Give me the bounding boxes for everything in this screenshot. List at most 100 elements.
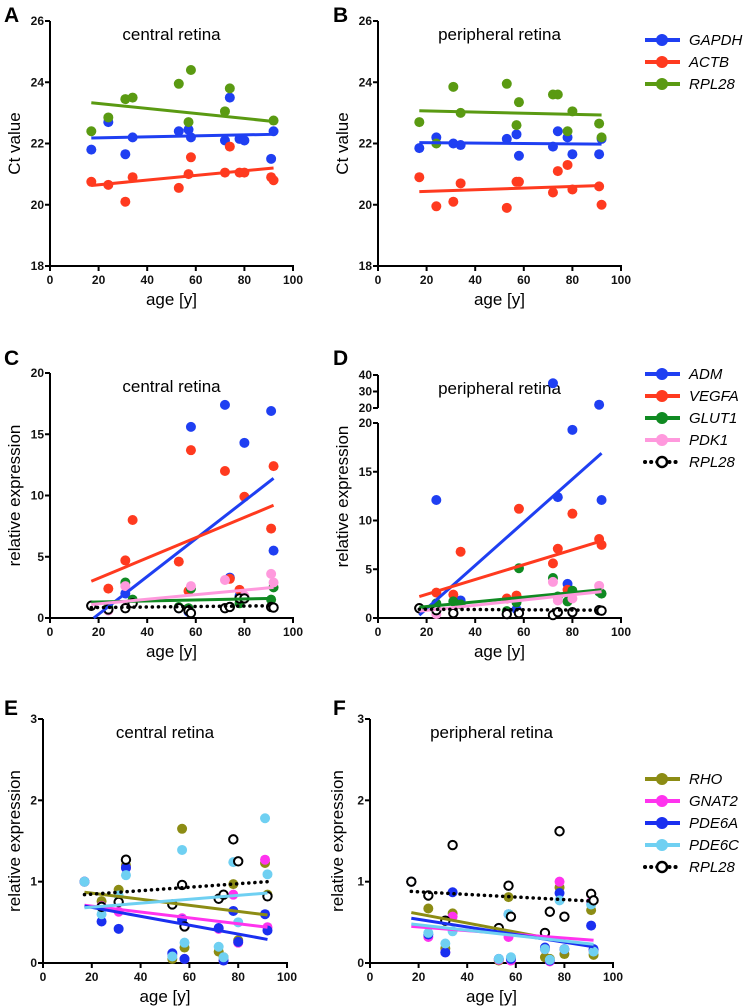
y-tick-label: 24 <box>31 75 45 89</box>
data-point-pdk1 <box>120 581 131 592</box>
y-tick-label: 0 <box>37 611 44 625</box>
fit-line-rpl28 <box>82 879 270 897</box>
legend-item-rpl28: RPL28 <box>643 454 736 471</box>
data-point-actb <box>513 176 524 187</box>
series-actb <box>86 141 279 207</box>
data-point-rho <box>423 903 434 914</box>
legend-item-adm: ADM <box>645 366 723 383</box>
legend-label: GLUT1 <box>689 410 737 427</box>
data-point-actb <box>596 199 607 210</box>
legend-label: GNAT2 <box>689 793 739 810</box>
data-point-pde6a <box>113 923 124 934</box>
panel-title: central retina <box>116 723 215 742</box>
x-tick-label: 0 <box>375 625 382 639</box>
data-point-pde6c <box>79 876 90 887</box>
data-point-adm <box>219 399 230 410</box>
data-point-gnat2 <box>260 854 271 865</box>
x-tick-label: 100 <box>283 273 303 287</box>
data-point-pde6a <box>554 888 565 899</box>
x-tick-label: 40 <box>141 625 155 639</box>
legend-item-actb: ACTB <box>645 54 729 71</box>
y-tick-label: 20 <box>31 366 45 380</box>
data-point-adm <box>547 378 558 389</box>
data-point-rho <box>228 879 239 890</box>
data-point-rpl28 <box>103 112 114 123</box>
data-point-rpl28 <box>554 826 565 837</box>
data-point-rpl28 <box>185 65 196 75</box>
data-point-pde6c <box>505 952 516 963</box>
x-axis-label: age [y] <box>474 642 525 661</box>
data-point-pde6c <box>120 870 131 881</box>
data-point-rpl28 <box>448 81 459 92</box>
data-point-pdk1 <box>185 581 196 592</box>
data-point-pde6c <box>167 951 178 962</box>
data-point-rpl28 <box>511 120 522 131</box>
legend-marker <box>656 795 668 807</box>
y-tick-label: 5 <box>365 562 372 576</box>
panel-letter: A <box>4 4 19 27</box>
x-tick-label: 0 <box>367 970 374 984</box>
data-point-gapdh <box>501 133 512 144</box>
x-tick-label: 20 <box>412 970 426 984</box>
data-point-gapdh <box>183 124 194 135</box>
panel-letter: B <box>333 4 348 27</box>
data-point-vegfa <box>127 515 138 525</box>
x-tick-label: 20 <box>85 970 99 984</box>
legend-item-rho: RHO <box>645 771 723 788</box>
legend-marker <box>656 817 668 829</box>
data-point-actb <box>431 201 442 212</box>
fit-line-rpl28 <box>89 604 276 610</box>
y-tick-label: 2 <box>30 793 37 807</box>
legend: GAPDH ACTB RPL28 <box>645 32 743 93</box>
panel-title: central retina <box>122 25 221 44</box>
data-point-actb <box>414 172 425 183</box>
x-tick-label: 20 <box>92 625 106 639</box>
y-tick-label: 1 <box>30 875 37 889</box>
x-tick-label: 20 <box>420 625 434 639</box>
data-point-gapdh <box>173 126 184 137</box>
legend-marker <box>656 390 668 402</box>
y-tick-label: 0 <box>365 611 372 625</box>
legend-marker <box>656 56 668 68</box>
x-tick-label: 80 <box>566 625 580 639</box>
fit-line-rpl28 <box>419 109 602 117</box>
legend-marker <box>656 34 668 46</box>
data-point-rpl28 <box>552 89 563 100</box>
series-gapdh <box>414 126 607 161</box>
legend-marker <box>656 78 668 90</box>
y-tick-label: 18 <box>31 259 45 273</box>
data-point-pde6a <box>179 953 190 964</box>
legend-label: RPL28 <box>689 454 736 471</box>
y-tick-label: 0 <box>30 956 37 970</box>
data-point-rpl28 <box>228 834 239 845</box>
legend-item-pdk1: PDK1 <box>645 432 728 449</box>
legend-marker <box>656 773 668 785</box>
y-axis-label: relative expression <box>5 425 24 567</box>
x-tick-label: 60 <box>517 625 531 639</box>
data-point-actb <box>448 196 459 207</box>
series-pde6a <box>79 862 273 966</box>
x-tick-label: 100 <box>283 625 303 639</box>
legend-item-pde6a: PDE6A <box>645 815 738 832</box>
data-point-pde6c <box>493 953 504 964</box>
y-tick-label-upper: 30 <box>359 385 373 399</box>
fit-line-rho <box>84 890 268 917</box>
data-point-pde6a <box>440 947 451 958</box>
data-point-actb <box>501 202 512 213</box>
legend-item-vegfa: VEGFA <box>645 388 739 405</box>
data-point-gapdh <box>86 144 97 155</box>
data-point-pdk1 <box>594 580 605 591</box>
x-tick-label: 0 <box>47 273 54 287</box>
legend-item-rpl28: RPL28 <box>643 859 736 876</box>
data-point-pde6c <box>544 954 555 965</box>
legend-label: GAPDH <box>689 32 743 49</box>
data-point-pdk1 <box>547 576 558 587</box>
x-tick-label: 80 <box>232 970 246 984</box>
fit-line-pdk1 <box>91 585 274 607</box>
legend-label: PDE6A <box>689 815 738 832</box>
x-axis-label: age [y] <box>474 290 525 309</box>
data-point-pde6c <box>179 937 190 948</box>
y-tick-label: 10 <box>31 489 45 503</box>
data-point-pde6c <box>559 944 570 955</box>
